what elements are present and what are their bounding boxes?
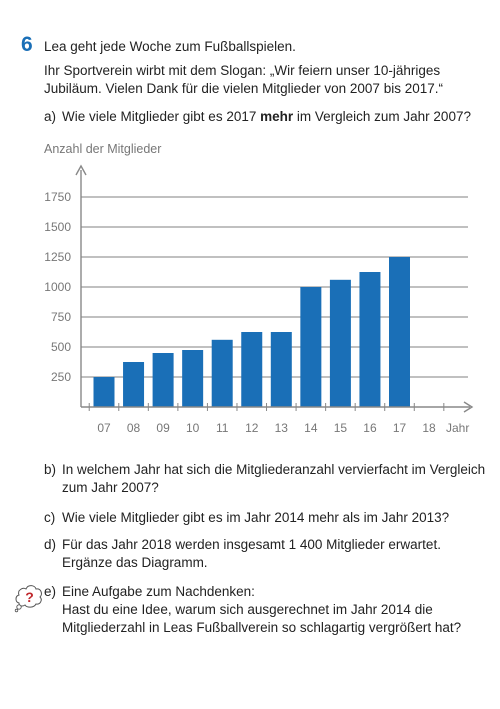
intro-line-1: Lea geht jede Woche zum Fußballspielen. [44, 39, 296, 54]
question-a-text-bold: mehr [260, 109, 294, 124]
question-b-line-2: zum Jahr 2007? [62, 480, 159, 495]
x-tick-label-07: 07 [97, 421, 111, 435]
y-axis-label: Anzahl der Mitglieder [44, 142, 161, 156]
x-axis-arrow [463, 401, 474, 413]
question-d-line-2: Ergänze das Diagramm. [62, 555, 208, 570]
x-tick-label-18: 18 [422, 421, 436, 435]
members-bar-chart: 250 500 750 1000 1250 1500 1750 07 08 09 10 11 12 13 1… [44, 142, 474, 435]
y-tick-label-750: 750 [51, 310, 71, 324]
y-tick-label-1500: 1500 [44, 220, 71, 234]
x-axis-label: Jahr [446, 421, 469, 435]
bar-17 [389, 257, 410, 407]
question-a-letter: a) [44, 109, 57, 124]
x-tick-label-15: 15 [334, 421, 348, 435]
bar-10 [182, 350, 204, 407]
question-mark-glyph: ? [25, 589, 34, 605]
intro-line-2: Ihr Sportverein wirbt mit dem Slogan: „W… [44, 63, 441, 78]
bar-11 [211, 339, 233, 407]
y-tick-label-500: 500 [51, 340, 71, 354]
y-axis-arrow [75, 164, 87, 176]
intro-line-3: Jubiläum. Vielen Dank für die vielen Mit… [44, 81, 443, 96]
bar-09 [152, 353, 174, 407]
x-tick-label-17: 17 [393, 421, 407, 435]
y-tick-label-1750: 1750 [44, 190, 71, 204]
question-e-line-3: Mitgliederzahl in Leas Fußballverein so … [62, 620, 462, 635]
question-c-letter: c) [44, 510, 56, 525]
question-mark-thought-icon: ? [14, 585, 42, 613]
question-e-line-2: Hast du eine Idee, warum sich ausgerechn… [62, 602, 433, 617]
bar-15 [329, 279, 351, 407]
x-tick-label-08: 08 [127, 421, 141, 435]
question-b-line-1: In welchem Jahr hat sich die Mitgliedera… [62, 462, 486, 477]
bar-07 [93, 377, 115, 407]
question-b-letter: b) [44, 462, 57, 477]
y-tick-label-1250: 1250 [44, 250, 71, 264]
question-a-text-post: im Vergleich zum Jahr 2007? [293, 109, 471, 124]
x-tick-label-13: 13 [275, 421, 289, 435]
y-tick-label-250: 250 [51, 370, 71, 384]
x-tick-label-11: 11 [216, 421, 229, 435]
question-d-line-1: Für das Jahr 2018 werden insgesamt 1 400… [62, 537, 441, 552]
bar-12 [241, 332, 263, 407]
x-tick-label-09: 09 [156, 421, 170, 435]
y-tick-label-1000: 1000 [44, 280, 71, 294]
x-tick-label-10: 10 [186, 421, 200, 435]
question-c-line-1: Wie viele Mitglieder gibt es im Jahr 201… [62, 510, 450, 525]
x-tick-label-12: 12 [245, 421, 259, 435]
x-tick-label-14: 14 [304, 421, 318, 435]
question-e-letter: e) [44, 584, 57, 599]
task-number: 6 [21, 33, 33, 56]
question-a-text-pre: Wie viele Mitglieder gibt es 2017 [62, 109, 261, 124]
bar-08 [123, 362, 145, 407]
bar-14 [300, 287, 322, 407]
question-d-letter: d) [44, 537, 57, 552]
question-e-line-1: Eine Aufgabe zum Nachdenken: [62, 584, 255, 599]
bar-13 [270, 332, 292, 407]
bar-16 [359, 272, 381, 407]
x-tick-label-16: 16 [363, 421, 377, 435]
